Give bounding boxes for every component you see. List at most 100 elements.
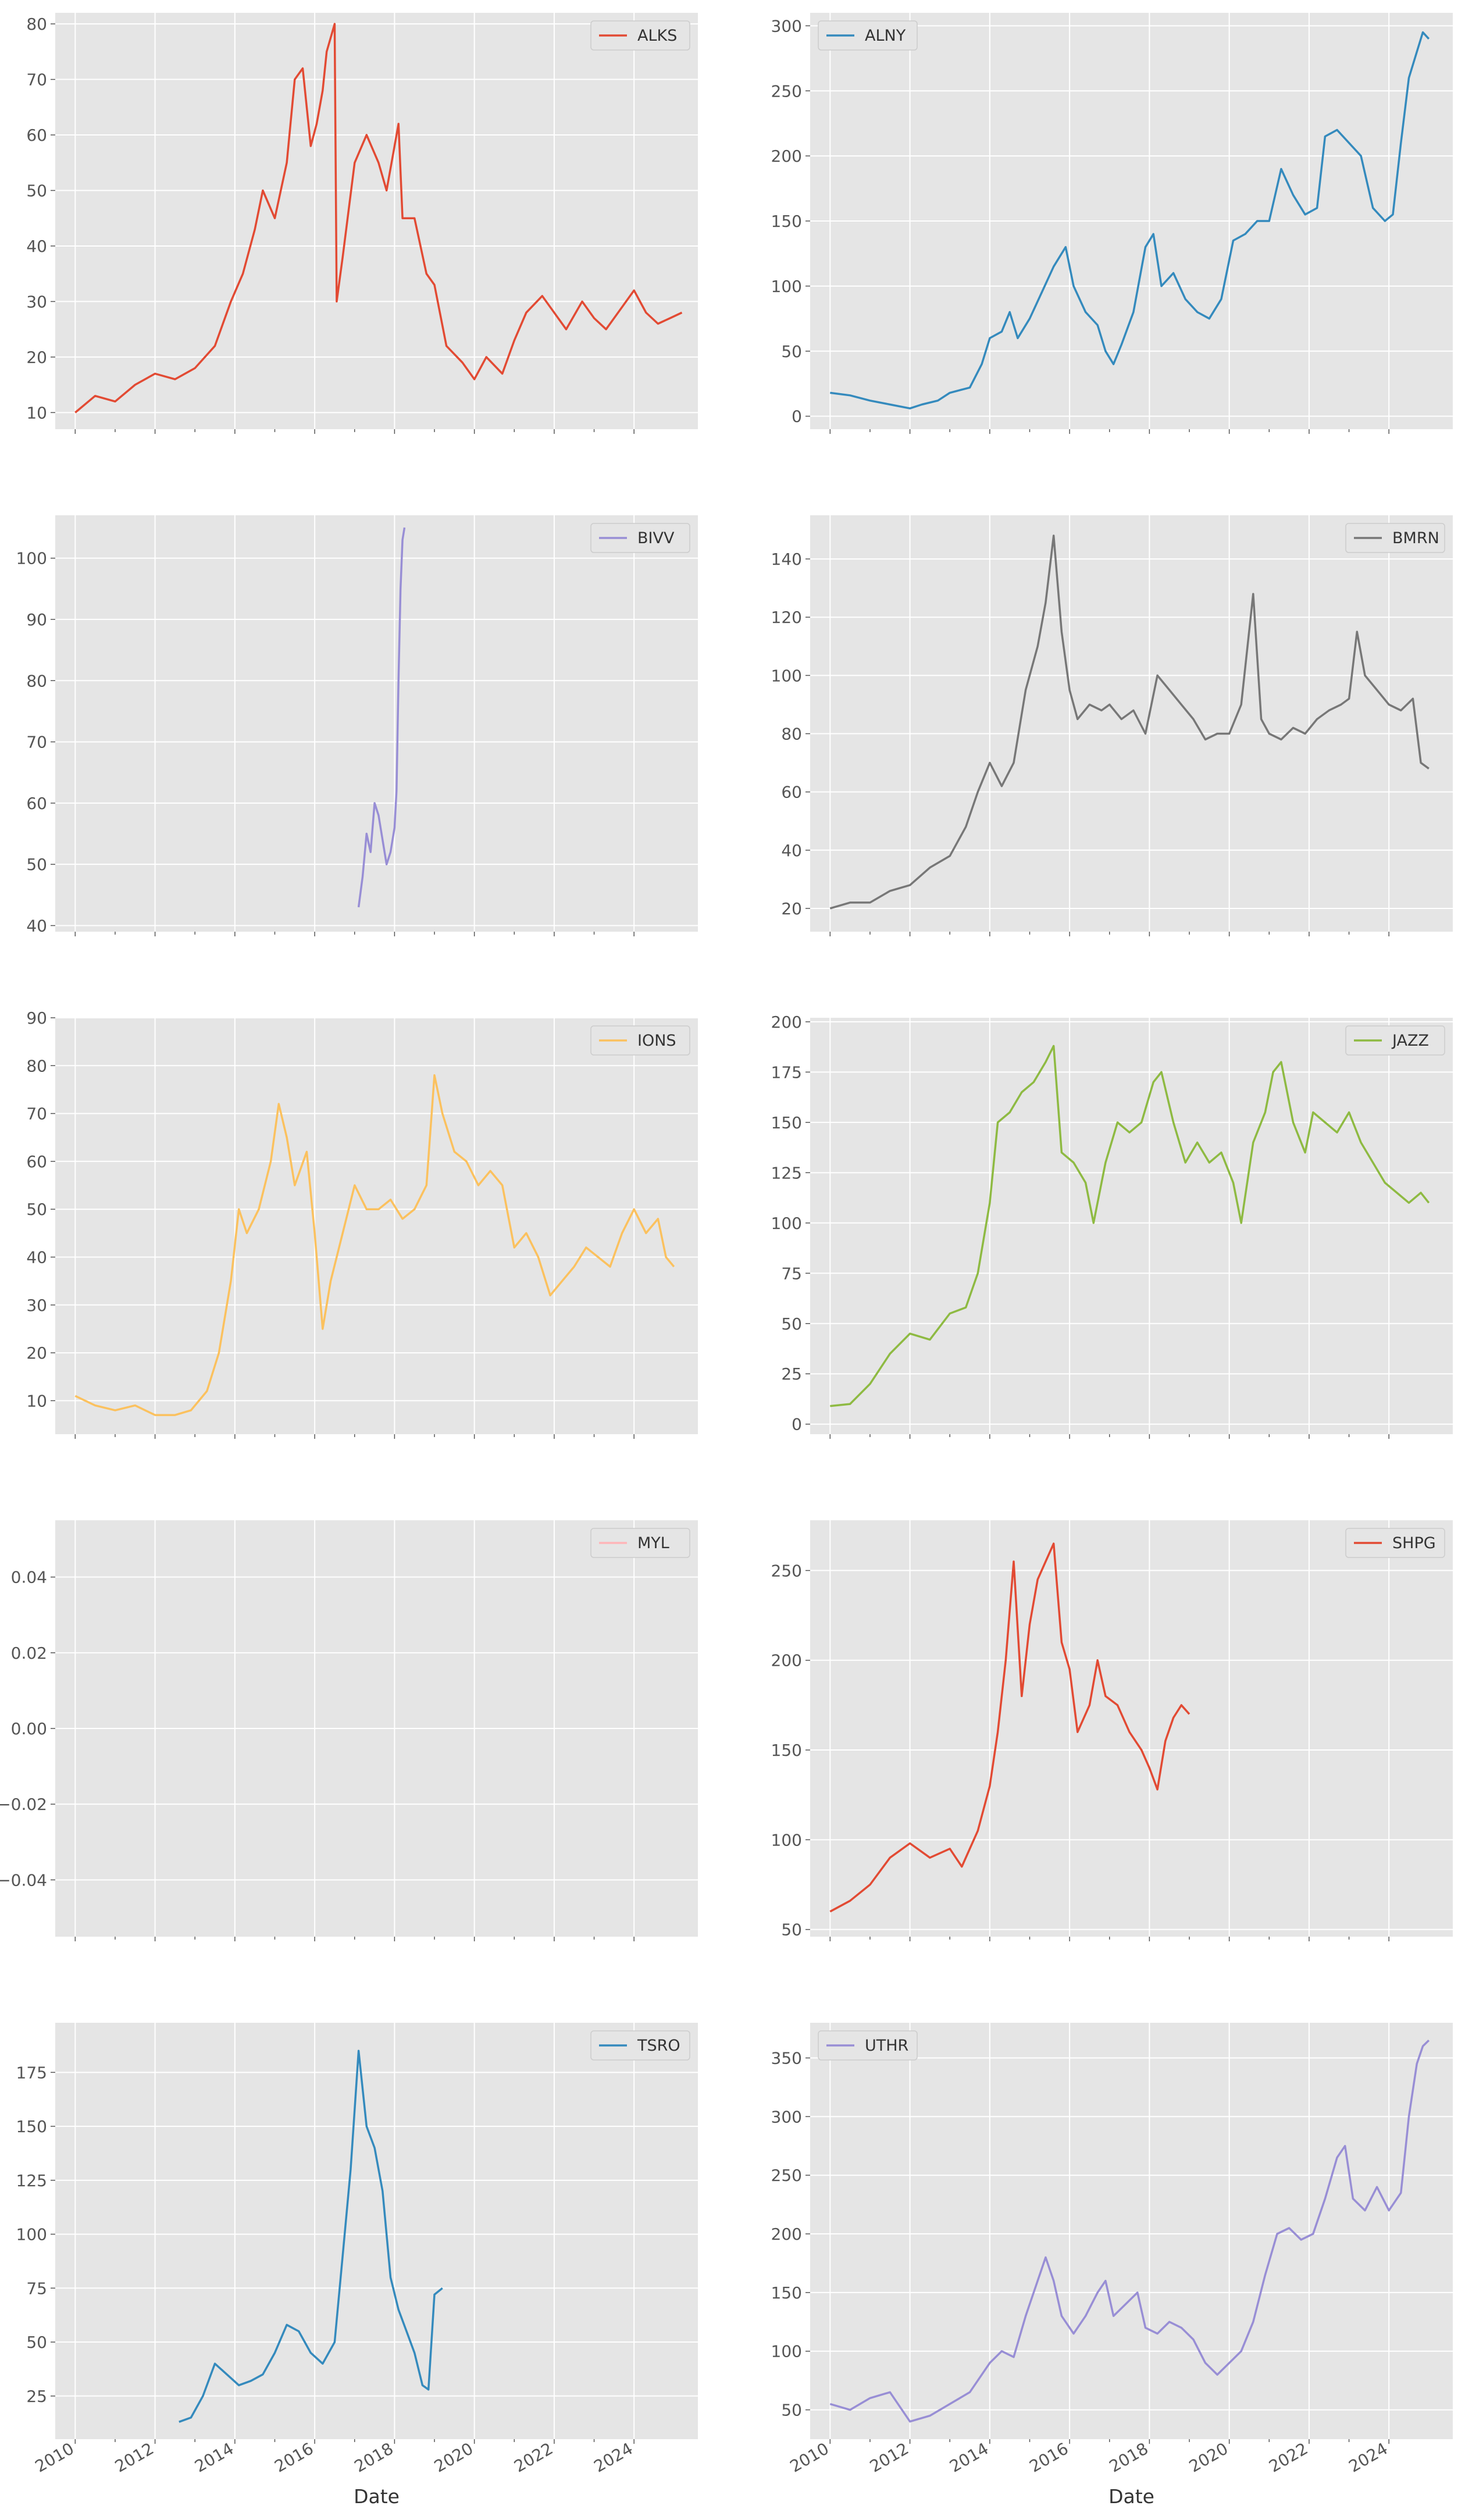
legend-box bbox=[590, 1025, 690, 1056]
y-tick-label: 90 bbox=[26, 610, 47, 629]
y-tick-label: 100 bbox=[771, 277, 802, 296]
legend-label: MYL bbox=[637, 1534, 669, 1552]
panel-bivv: 40 50 60 70 80 90 100 BIVV bbox=[16, 515, 698, 936]
legend-box bbox=[818, 20, 918, 51]
y-tick-label: 80 bbox=[781, 725, 802, 744]
y-tick-label: 90 bbox=[26, 1008, 47, 1028]
y-tick-label: 175 bbox=[771, 1063, 802, 1082]
y-tick-label: 125 bbox=[771, 1163, 802, 1182]
y-tick-label: 10 bbox=[26, 403, 47, 422]
panel-uthr: 50 100 150 200 250 300 350 2010 2012 2014 2016 2018… bbox=[771, 2023, 1453, 2508]
y-tick-label: 25 bbox=[781, 1364, 802, 1384]
legend-label: UTHR bbox=[865, 2037, 908, 2055]
y-tick-label: 50 bbox=[26, 855, 47, 874]
x-tick-label: 2020 bbox=[431, 2439, 476, 2476]
y-tick-label: 150 bbox=[771, 212, 802, 231]
panel-ions: 10 20 30 40 50 60 70 80 90 IONS bbox=[26, 1008, 698, 1439]
x-tick-label: 2018 bbox=[1106, 2439, 1152, 2476]
legend: IONS bbox=[590, 1025, 690, 1056]
panel-tsro: 25 50 75 100 125 150 175 2010 2012 2014 2016 2018 20… bbox=[16, 2023, 698, 2508]
plot-background bbox=[810, 2023, 1453, 2439]
y-tick-label: 100 bbox=[771, 2342, 802, 2361]
y-tick-label: 50 bbox=[781, 1920, 802, 1940]
y-tick-label: 200 bbox=[771, 1651, 802, 1670]
x-tick-label: 2012 bbox=[867, 2439, 912, 2476]
y-tick-label: 250 bbox=[771, 2166, 802, 2185]
legend-label: JAZZ bbox=[1391, 1032, 1429, 1050]
y-tick-label: 100 bbox=[771, 1214, 802, 1233]
y-tick-label: 150 bbox=[771, 1741, 802, 1760]
y-tick-label: −0.04 bbox=[0, 1870, 47, 1890]
x-tick-label: 2012 bbox=[112, 2439, 157, 2476]
legend: UTHR bbox=[818, 2030, 918, 2061]
legend-label: TSRO bbox=[637, 2037, 680, 2055]
y-tick-label: 10 bbox=[26, 1391, 47, 1410]
panel-alny: 0 50 100 150 200 250 300 ALNY bbox=[771, 13, 1453, 434]
y-tick-label: 60 bbox=[26, 1152, 47, 1171]
y-tick-label: 20 bbox=[781, 899, 802, 918]
legend: BMRN bbox=[1345, 523, 1445, 553]
x-tick-label: 2018 bbox=[351, 2439, 397, 2476]
y-tick-label: 100 bbox=[16, 2225, 47, 2244]
y-tick-label: 60 bbox=[781, 783, 802, 802]
series-line-tsro bbox=[179, 2049, 443, 2423]
y-tick-label: 20 bbox=[26, 348, 47, 367]
series-line-jazz bbox=[830, 1045, 1430, 1407]
plot-background bbox=[55, 1018, 698, 1434]
plot-background bbox=[810, 1018, 1453, 1434]
x-tick-label: 2010 bbox=[32, 2439, 77, 2476]
y-tick-label: 75 bbox=[781, 1264, 802, 1283]
y-tick-label: 150 bbox=[16, 2117, 47, 2136]
y-tick-label: 0.02 bbox=[11, 1644, 47, 1663]
y-tick-label: 50 bbox=[26, 2333, 47, 2352]
y-tick-label: 60 bbox=[26, 126, 47, 145]
series-line-alks bbox=[74, 23, 683, 414]
y-tick-label: 300 bbox=[771, 2107, 802, 2126]
y-tick-label: 75 bbox=[26, 2279, 47, 2298]
legend: ALKS bbox=[590, 20, 690, 51]
legend-label: ALKS bbox=[637, 27, 677, 45]
legend-box bbox=[590, 523, 690, 553]
x-tick-label: 2024 bbox=[590, 2439, 636, 2476]
legend: MYL bbox=[590, 1528, 690, 1558]
y-tick-label: 40 bbox=[26, 1247, 47, 1267]
y-tick-label: 30 bbox=[26, 1296, 47, 1315]
legend: SHPG bbox=[1345, 1528, 1445, 1558]
y-tick-label: 175 bbox=[16, 2063, 47, 2082]
y-tick-label: 0 bbox=[792, 1415, 802, 1434]
y-tick-label: 70 bbox=[26, 70, 47, 90]
y-tick-label: 40 bbox=[26, 237, 47, 256]
plot-background bbox=[55, 13, 698, 429]
y-tick-label: 125 bbox=[16, 2171, 47, 2190]
plot-background bbox=[810, 515, 1453, 932]
y-tick-label: 150 bbox=[771, 1113, 802, 1132]
plot-background bbox=[55, 2023, 698, 2439]
y-tick-label: 100 bbox=[771, 666, 802, 685]
x-tick-label: 2022 bbox=[511, 2439, 556, 2476]
y-tick-label: 100 bbox=[16, 549, 47, 568]
y-tick-label: 0.00 bbox=[11, 1719, 47, 1738]
x-tick-label: 2014 bbox=[191, 2439, 237, 2476]
y-tick-label: 80 bbox=[26, 1056, 47, 1075]
y-tick-label: 100 bbox=[771, 1830, 802, 1849]
y-tick-label: 25 bbox=[26, 2387, 47, 2406]
y-tick-label: 150 bbox=[771, 2283, 802, 2302]
series-line-shpg bbox=[829, 1542, 1190, 1913]
x-tick-label: 2010 bbox=[787, 2439, 832, 2476]
y-tick-label: 40 bbox=[781, 841, 802, 860]
legend: ALNY bbox=[818, 20, 918, 51]
y-tick-label: 250 bbox=[771, 81, 802, 101]
panel-jazz: 0 25 50 75 100 125 150 175 200 JAZZ bbox=[771, 1013, 1453, 1439]
y-tick-label: 60 bbox=[26, 794, 47, 813]
y-tick-label: 40 bbox=[26, 916, 47, 935]
y-tick-label: 200 bbox=[771, 147, 802, 166]
x-tick-label: 2014 bbox=[946, 2439, 992, 2476]
y-tick-label: 70 bbox=[26, 733, 47, 752]
y-tick-label: −0.02 bbox=[0, 1795, 47, 1814]
x-tick-label: 2024 bbox=[1345, 2439, 1391, 2476]
x-tick-label: 2022 bbox=[1266, 2439, 1311, 2476]
x-tick-label: 2016 bbox=[1026, 2439, 1071, 2476]
legend-box bbox=[1345, 1025, 1445, 1056]
y-tick-label: 140 bbox=[771, 550, 802, 569]
legend-box bbox=[1345, 1528, 1445, 1558]
